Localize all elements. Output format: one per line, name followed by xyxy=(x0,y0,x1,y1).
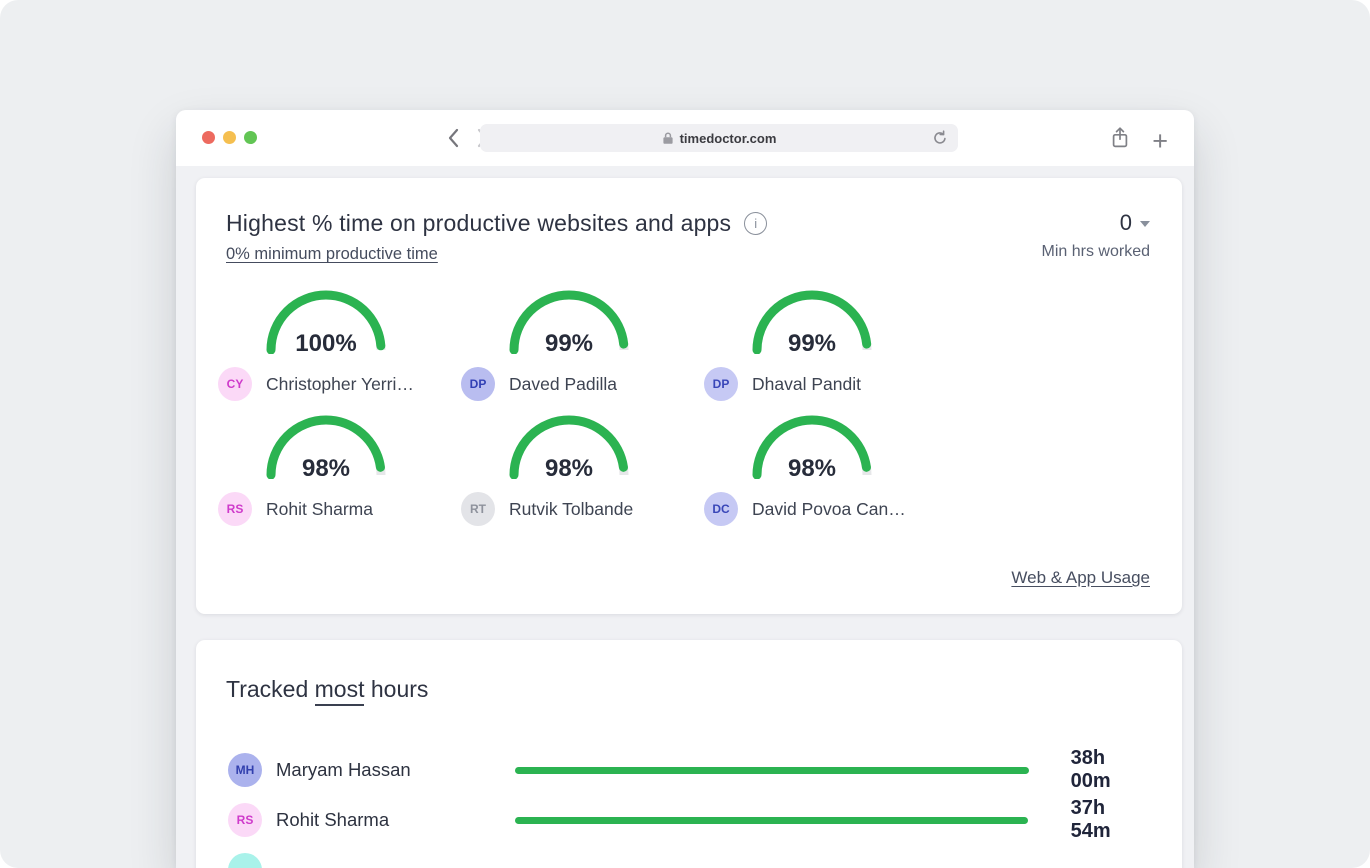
title-prefix: Tracked xyxy=(226,676,315,702)
title-suffix: hours xyxy=(364,676,429,702)
avatar xyxy=(228,853,262,868)
gauge-arc xyxy=(509,415,629,480)
productivity-card-title: Highest % time on productive websites an… xyxy=(226,210,732,236)
minimize-window-button[interactable] xyxy=(223,131,236,144)
gauge-cell: 99% DP Dhaval Pandit xyxy=(694,290,937,415)
web-app-usage-link[interactable]: Web & App Usage xyxy=(1011,568,1150,587)
avatar: MH xyxy=(228,753,262,787)
user-name: Christopher Yerri… xyxy=(266,373,414,394)
min-hours-label: Min hrs worked xyxy=(1041,243,1150,260)
user-name: Rohit Sharma xyxy=(276,809,390,830)
back-icon[interactable] xyxy=(448,128,459,153)
productivity-card-header: Highest % time on productive websites an… xyxy=(196,178,1182,264)
user-name: Daved Padilla xyxy=(509,373,617,394)
gauge-cell: 99% DP Daved Padilla xyxy=(451,290,694,415)
hours-bar xyxy=(515,816,1028,824)
avatar: RT xyxy=(461,492,495,526)
avatar: DP xyxy=(704,367,738,401)
user-name: Dhaval Pandit xyxy=(752,373,861,394)
gauge-percent: 98% xyxy=(787,455,837,482)
hours-bar xyxy=(515,766,1030,774)
gauge-cell: 98% RT Rutvik Tolbande xyxy=(451,415,694,540)
gauge-cell: 98% RS Rohit Sharma xyxy=(208,415,451,540)
new-tab-icon[interactable]: + xyxy=(1152,125,1168,156)
browser-toolbar: timedoctor.com + xyxy=(176,110,1194,167)
tracked-row xyxy=(226,845,1150,868)
tracked-hours-card: Tracked most hours MH Maryam Hassan 38h … xyxy=(196,640,1182,868)
tracked-hours-title: Tracked most hours xyxy=(226,676,1150,706)
zoom-window-button[interactable] xyxy=(244,131,257,144)
gauge-percent: 98% xyxy=(301,455,351,482)
browser-window: timedoctor.com + Highest % time on xyxy=(176,110,1194,868)
gauge-percent: 98% xyxy=(544,455,594,482)
min-productive-time-link[interactable]: 0% minimum productive time xyxy=(226,245,438,263)
tracked-time: 38h 00m xyxy=(1070,747,1111,792)
close-window-button[interactable] xyxy=(202,131,215,144)
gauge-arc xyxy=(509,290,629,355)
address-bar[interactable]: timedoctor.com xyxy=(480,124,958,152)
tracked-row: MH Maryam Hassan 38h 00m xyxy=(226,745,1150,795)
gauge-cell: 98% DC David Povoa Can… xyxy=(694,415,937,540)
gauge-arc xyxy=(752,290,872,355)
gauge-arc xyxy=(752,415,872,480)
user-name: Maryam Hassan xyxy=(276,759,411,780)
avatar: RS xyxy=(228,803,262,837)
min-hours-control: 0 Min hrs worked xyxy=(1042,210,1150,264)
gauge-arc xyxy=(266,290,386,355)
gauge-percent: 100% xyxy=(295,330,357,357)
avatar: DP xyxy=(461,367,495,401)
user-name: Rutvik Tolbande xyxy=(509,498,634,519)
avatar: CY xyxy=(218,367,252,401)
tracked-hours-list: MH Maryam Hassan 38h 00m RS Rohit Sharma… xyxy=(226,745,1150,868)
gauge-arc xyxy=(266,415,386,480)
gauge-grid: 100% CY Christopher Yerri… xyxy=(208,290,948,540)
gauge-percent: 99% xyxy=(544,330,594,357)
share-icon[interactable] xyxy=(1110,126,1130,155)
info-icon[interactable]: i xyxy=(744,212,768,235)
tracked-row: RS Rohit Sharma 37h 54m xyxy=(226,795,1150,845)
avatar: RS xyxy=(218,492,252,526)
min-hours-dropdown[interactable]: 0 xyxy=(1119,210,1132,235)
user-name: David Povoa Can… xyxy=(752,498,906,519)
tracked-time: 37h 54m xyxy=(1070,797,1111,842)
productivity-card: Highest % time on productive websites an… xyxy=(196,178,1182,614)
chevron-down-icon[interactable] xyxy=(1140,221,1150,227)
traffic-lights xyxy=(202,131,257,144)
page-content: Highest % time on productive websites an… xyxy=(176,166,1194,868)
title-sort-toggle[interactable]: most xyxy=(314,676,365,706)
toolbar-right-buttons: + xyxy=(1110,126,1168,155)
gauge-percent: 99% xyxy=(787,330,837,357)
user-name: Rohit Sharma xyxy=(266,498,373,519)
gauge-cell: 100% CY Christopher Yerri… xyxy=(208,290,451,415)
avatar: DC xyxy=(704,492,738,526)
url-text: timedoctor.com xyxy=(679,130,777,146)
reload-icon[interactable] xyxy=(931,129,949,150)
lock-icon xyxy=(662,131,674,145)
